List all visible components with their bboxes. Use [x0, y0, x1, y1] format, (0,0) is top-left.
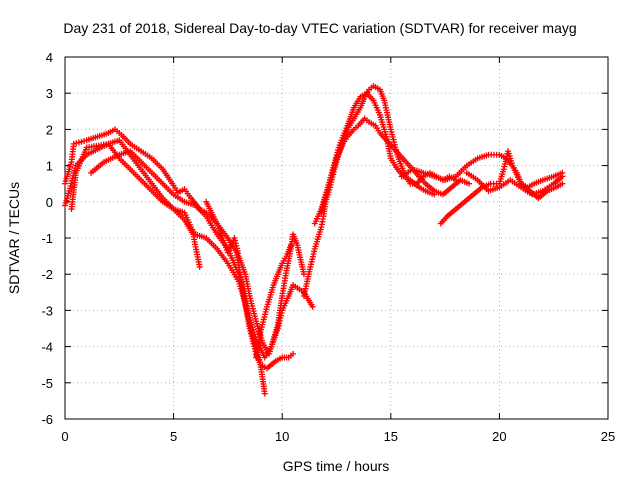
y-tick-label: 4	[46, 50, 53, 65]
data-point	[196, 263, 203, 270]
data-point	[287, 242, 294, 249]
y-tick-label: -2	[41, 267, 53, 282]
data-points	[62, 82, 566, 397]
x-tick-label: 10	[275, 429, 289, 444]
y-axis-label: SDTVAR / TECUs	[6, 182, 22, 294]
x-tick-label: 20	[492, 429, 506, 444]
x-tick-label: 5	[170, 429, 177, 444]
axis-ticks	[64, 56, 609, 420]
y-tick-label: -6	[41, 412, 53, 427]
x-tick-labels: 0 5 10 15 20 25	[61, 429, 615, 444]
y-tick-label: -5	[41, 376, 53, 391]
x-axis-label: GPS time / hours	[283, 458, 390, 474]
data-point	[559, 173, 566, 180]
chart-title: Day 231 of 2018, Sidereal Day-to-day VTE…	[63, 20, 576, 36]
y-tick-label: -3	[41, 303, 53, 318]
y-tick-label: 2	[46, 122, 53, 137]
y-tick-label: -4	[41, 340, 53, 355]
grid-lines	[65, 57, 608, 419]
data-point	[465, 180, 472, 187]
y-tick-label: -1	[41, 231, 53, 246]
data-point	[309, 303, 316, 310]
x-tick-label: 25	[601, 429, 615, 444]
data-point	[290, 350, 297, 357]
x-tick-label: 0	[61, 429, 68, 444]
data-point	[431, 191, 438, 198]
x-tick-label: 15	[384, 429, 398, 444]
data-point	[559, 180, 566, 187]
data-point	[261, 390, 268, 397]
y-tick-label: 3	[46, 86, 53, 101]
y-tick-label: 1	[46, 159, 53, 174]
y-tick-labels: -6 -5 -4 -3 -2 -1 0 1 2 3 4	[41, 50, 53, 427]
y-tick-label: 0	[46, 195, 53, 210]
plot-frame	[64, 56, 609, 420]
